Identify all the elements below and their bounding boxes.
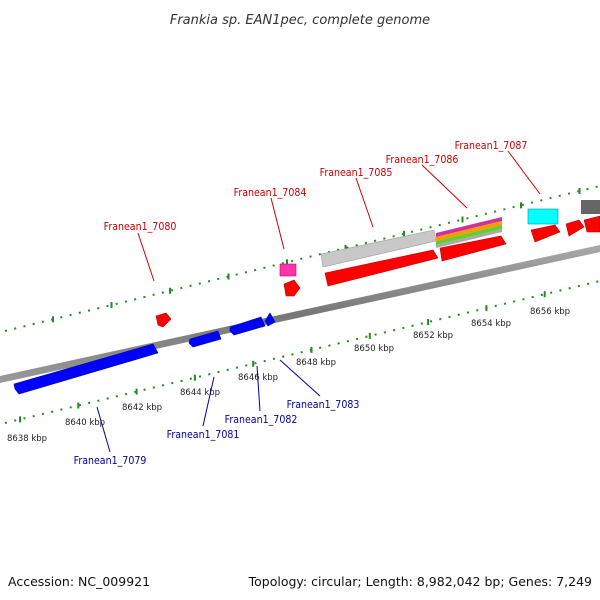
label-franean1-7087[interactable]: Franean1_7087 [455, 140, 528, 152]
label-franean1-7084[interactable]: Franean1_7084 [234, 187, 307, 199]
feature-franean1-7084-pink[interactable] [279, 263, 297, 277]
scale-label-8654: 8654 kbp [471, 319, 511, 329]
gene-next-1[interactable] [565, 219, 585, 237]
feature-franean1-7086-orange[interactable] [436, 221, 502, 241]
scale-label-8638: 8638 kbp [7, 434, 47, 444]
feature-franean1-7086-gray[interactable] [436, 229, 502, 248]
label-franean1-7082[interactable]: Franean1_7082 [225, 414, 298, 426]
scale-label-8644: 8644 kbp [180, 388, 220, 398]
gene-franean1-7086[interactable] [439, 235, 507, 262]
inner-tick-track [4, 280, 600, 424]
gene-franean1-7084[interactable] [283, 279, 301, 297]
gene-franean1-7083[interactable] [264, 312, 276, 327]
leader-franean1-7087 [507, 150, 541, 195]
leader-franean1-7086 [421, 164, 468, 209]
leader-franean1-7084 [270, 197, 285, 250]
scale-label-8650: 8650 kbp [354, 344, 394, 354]
feature-next-gray[interactable] [581, 200, 600, 214]
genome-summary-text: Topology: circular; Length: 8,982,042 bp… [248, 574, 592, 589]
leader-franean1-7081 [202, 376, 215, 427]
gene-franean1-7085[interactable] [324, 249, 439, 287]
feature-franean1-7086-magenta[interactable] [436, 217, 502, 237]
label-franean1-7083[interactable]: Franean1_7083 [287, 399, 360, 411]
outer-major-ticks [52, 188, 581, 323]
feature-franean1-7087-cyan[interactable] [527, 208, 559, 225]
feature-franean1-7086-green[interactable] [436, 225, 502, 245]
gene-next-2[interactable] [583, 215, 600, 233]
leader-franean1-7085 [355, 177, 374, 228]
accession-text: Accession: NC_009921 [8, 574, 150, 589]
scale-label-8652: 8652 kbp [413, 331, 453, 341]
scale-label-8640: 8640 kbp [65, 418, 105, 428]
outer-tick-track [4, 185, 600, 332]
leader-franean1-7082 [256, 365, 261, 412]
leader-franean1-7083 [279, 359, 321, 397]
scale-label-8656: 8656 kbp [530, 307, 570, 317]
leader-franean1-7079 [96, 406, 111, 453]
label-franean1-7086[interactable]: Franean1_7086 [386, 154, 459, 166]
gene-franean1-7081[interactable] [188, 330, 222, 348]
label-franean1-7080[interactable]: Franean1_7080 [104, 221, 177, 233]
map-title: Frankia sp. EAN1pec, complete genome [170, 13, 430, 28]
inner-major-ticks [19, 291, 546, 423]
gene-franean1-7082[interactable] [229, 316, 266, 336]
scale-label-8648: 8648 kbp [296, 358, 336, 368]
gene-franean1-7080[interactable] [155, 312, 172, 328]
label-franean1-7081[interactable]: Franean1_7081 [167, 429, 240, 441]
scale-label-8642: 8642 kbp [122, 403, 162, 413]
gene-franean1-7087[interactable] [530, 224, 561, 243]
label-franean1-7079[interactable]: Franean1_7079 [74, 455, 147, 467]
leader-franean1-7080 [137, 232, 155, 282]
gene-franean1-7079[interactable] [13, 343, 159, 395]
label-franean1-7085[interactable]: Franean1_7085 [320, 167, 393, 179]
